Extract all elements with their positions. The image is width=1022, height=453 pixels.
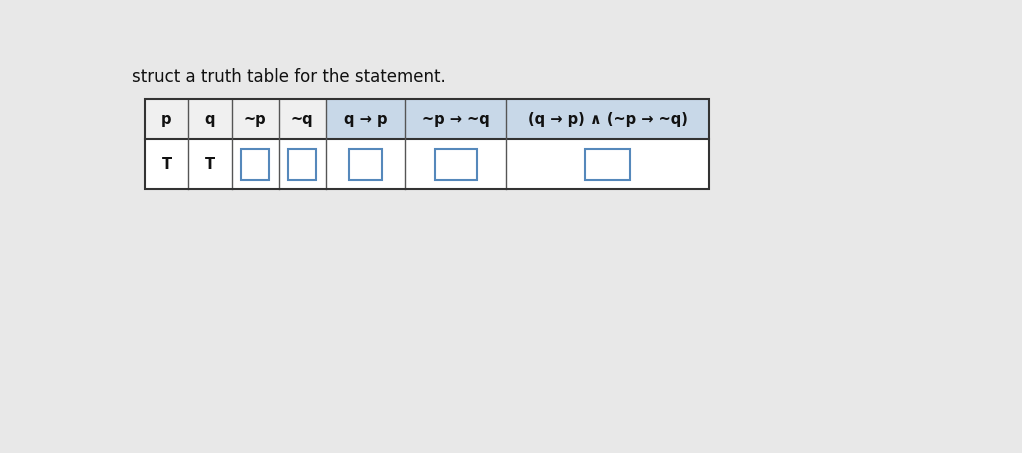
Text: (q → p) ∧ (~p → ~q): (q → p) ∧ (~p → ~q) <box>527 111 688 126</box>
Bar <box>586 149 630 179</box>
Bar <box>232 99 279 139</box>
Bar <box>434 149 477 179</box>
Text: struct a truth table for the statement.: struct a truth table for the statement. <box>132 68 446 86</box>
Text: ~p → ~q: ~p → ~q <box>422 111 490 126</box>
Text: T: T <box>204 157 215 172</box>
Bar <box>349 149 382 179</box>
Text: p: p <box>161 111 172 126</box>
Text: ~p: ~p <box>244 111 267 126</box>
Text: ~q: ~q <box>291 111 314 126</box>
Bar <box>145 99 188 139</box>
Bar <box>188 99 232 139</box>
Bar <box>279 99 326 139</box>
Text: T: T <box>161 157 172 172</box>
Bar <box>241 149 269 179</box>
Text: q → p: q → p <box>343 111 387 126</box>
Bar <box>288 149 316 179</box>
Text: q: q <box>204 111 216 126</box>
